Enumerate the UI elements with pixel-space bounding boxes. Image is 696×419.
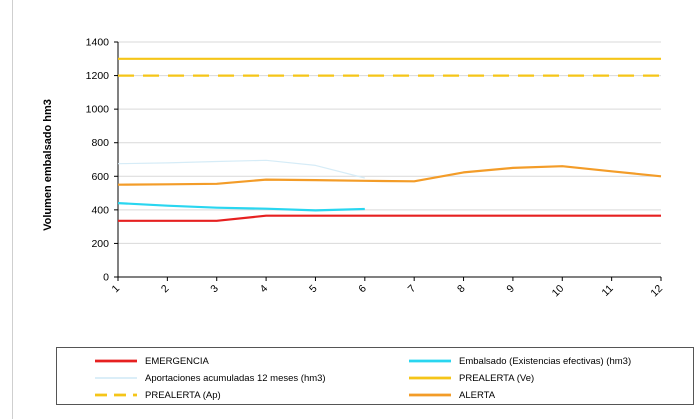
legend-label: Aportaciones acumuladas 12 meses (hm3)	[145, 372, 326, 384]
legend-swatch	[409, 355, 451, 367]
series-lines	[117, 57, 662, 222]
x-tick-label: 4	[258, 283, 271, 296]
y-tick-label: 0	[103, 272, 109, 284]
x-tick-label: 8	[455, 283, 468, 296]
x-tick-labels: 1 2 3 4 5 6 7 8 9 10 11 12	[110, 283, 666, 300]
legend-swatch	[409, 372, 451, 384]
y-tick-label: 800	[91, 137, 109, 149]
legend-item: Aportaciones acumuladas 12 meses (hm3)	[95, 370, 326, 386]
legend-label: EMERGENCIA	[145, 355, 209, 367]
left-border-line	[12, 0, 13, 419]
x-tick-label: 9	[504, 283, 517, 296]
series-line-aportaciones-acumuladas-12-meses-hm3	[117, 159, 365, 179]
legend-label: Embalsado (Existencias efectivas) (hm3)	[459, 355, 632, 367]
chart-legend: EMERGENCIA Embalsado (Existencias efectiv…	[56, 347, 694, 405]
y-tick-labels: 0 200 400 600 800 1000 1200 1400	[86, 37, 110, 284]
x-tick-label: 1	[110, 283, 123, 296]
legend-item: ALERTA	[409, 387, 495, 403]
legend-item: PREALERTA (Ap)	[95, 387, 221, 403]
legend-label: ALERTA	[459, 389, 496, 401]
y-tick-label: 200	[91, 238, 109, 250]
series-line-alerta	[117, 165, 662, 186]
series-line-emergencia	[118, 214, 661, 222]
legend-swatch	[95, 372, 137, 384]
legend-swatch	[95, 355, 137, 367]
x-tick-label: 3	[208, 283, 221, 296]
y-tick-label: 1000	[86, 104, 110, 116]
x-tick-label: 5	[307, 283, 320, 296]
y-tick-label: 1200	[86, 70, 110, 82]
chart-panel: 0 200 400 600 800 1000 1200 1400 1 2 3 4 5 6 7 8 9 10 11 1…	[20, 0, 696, 419]
y-tick-label: 400	[91, 204, 109, 216]
y-tick-label: 1400	[86, 37, 110, 49]
x-tick-label: 2	[159, 283, 172, 296]
x-tick-label: 10	[550, 283, 567, 300]
series-line-embalsado-existencias-efectivas-hm3	[117, 202, 365, 212]
gridlines	[118, 41, 661, 244]
x-tick-label: 6	[356, 283, 369, 296]
legend-label: PREALERTA (Ap)	[145, 389, 221, 401]
y-axis-label: Volumen embalsado hm3	[42, 99, 54, 231]
axes	[114, 41, 662, 281]
x-tick-label: 11	[600, 283, 616, 299]
y-tick-label: 600	[91, 171, 109, 183]
legend-swatch	[95, 389, 137, 401]
legend-item: PREALERTA (Ve)	[409, 370, 534, 386]
x-tick-label: 12	[648, 283, 665, 300]
legend-label: PREALERTA (Ve)	[459, 372, 535, 384]
x-tick-label: 7	[406, 283, 419, 296]
legend-swatch	[409, 389, 451, 401]
legend-item: EMERGENCIA	[95, 353, 209, 369]
legend-item: Embalsado (Existencias efectivas) (hm3)	[409, 353, 631, 369]
